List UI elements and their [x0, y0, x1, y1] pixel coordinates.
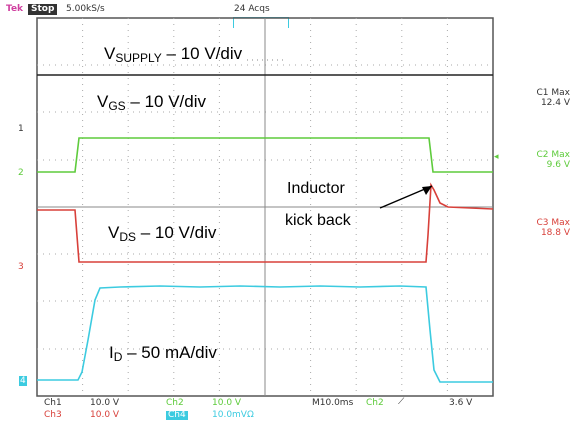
trigger-level-marker[interactable]: ◂	[494, 152, 499, 162]
measurement-c2: C2 Max 9.6 V	[510, 150, 570, 170]
label-vsupply: VSUPPLY – 10 V/div	[104, 44, 243, 65]
annotation-line-2: kick back	[283, 212, 353, 229]
footer-ch4-label: Ch4	[166, 410, 188, 420]
annotation-arrowhead	[422, 186, 432, 195]
measurement-c2-value: 9.6 V	[546, 160, 570, 170]
measurement-c1-name: C1 Max	[536, 88, 570, 98]
label-vgs: VGS – 10 V/div	[97, 92, 207, 113]
footer-ch1-scale: 10.0 V	[90, 398, 120, 408]
graticule-center-axes	[37, 18, 493, 396]
measurement-c1: C1 Max 12.4 V	[510, 88, 570, 108]
trace-vds	[37, 182, 494, 263]
measurement-c1-value: 12.4 V	[540, 98, 570, 108]
footer-ch3-scale: 10.0 V	[90, 410, 120, 420]
footer-timebase: M10.0ms	[312, 398, 354, 408]
footer-trigger-slope: ⟋	[398, 397, 405, 407]
ch4-ground-marker[interactable]: 4	[19, 376, 27, 386]
label-id: ID – 50 mA/div	[109, 343, 217, 364]
footer-ch4-scale: 10.0mVΩ	[212, 410, 254, 420]
footer-ch1-label: Ch1	[44, 398, 62, 408]
footer-trigger-level: 3.6 V	[449, 398, 473, 408]
measurement-c3-value: 18.8 V	[540, 228, 570, 238]
footer-ch3-label: Ch3	[44, 410, 62, 420]
footer-trigger-source: Ch2	[366, 398, 384, 408]
annotation-line-1: Inductor	[285, 180, 347, 197]
measurement-c3-name: C3 Max	[536, 218, 570, 228]
trace-vgs	[37, 137, 493, 173]
footer-ch2-label: Ch2	[166, 398, 184, 408]
ch2-ground-marker[interactable]: 2	[18, 168, 24, 178]
ch3-ground-marker[interactable]: 3	[18, 262, 24, 272]
measurement-c3: C3 Max 18.8 V	[510, 218, 570, 238]
trace-id	[37, 285, 493, 383]
brand-label: Tek	[6, 4, 24, 14]
acquisition-count: 24 Acqs	[234, 4, 270, 14]
label-vds: VDS – 10 V/div	[108, 223, 217, 244]
ch1-ground-marker[interactable]: 1	[18, 124, 24, 134]
measurement-c2-name: C2 Max	[536, 150, 570, 160]
mode-badge: Stop	[28, 4, 58, 15]
footer-ch2-scale: 10.0 V	[212, 398, 242, 408]
sample-rate: 5.00kS/s	[66, 4, 105, 14]
